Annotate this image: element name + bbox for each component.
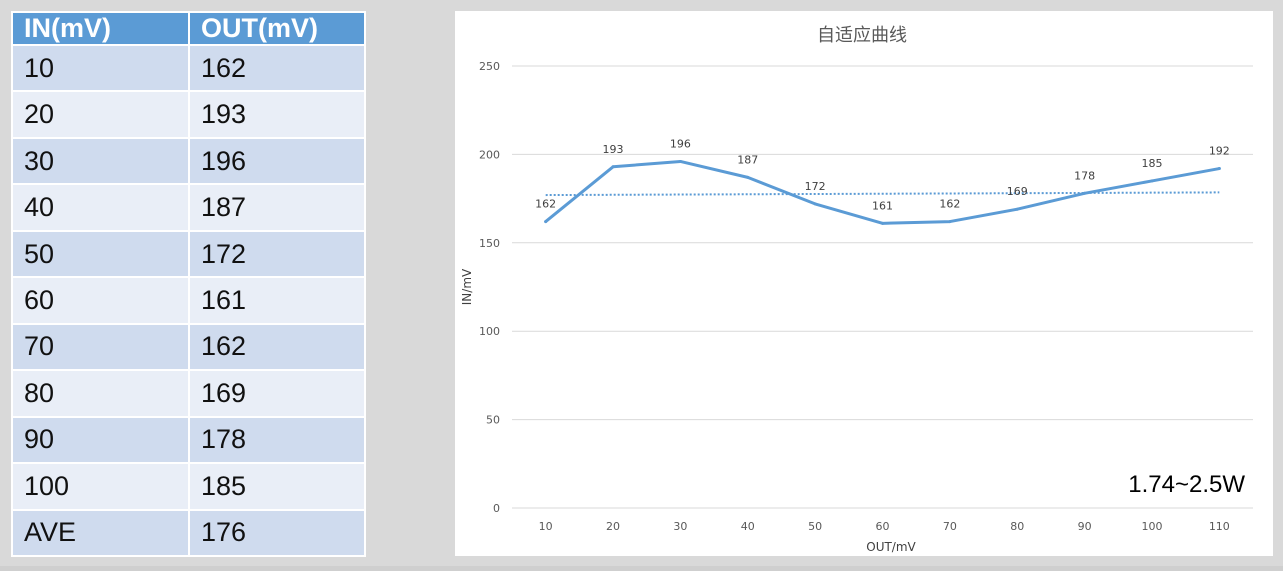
x-axis-label: OUT/mV: [866, 540, 916, 554]
out-cell: 193: [190, 92, 364, 137]
data-point: [678, 159, 682, 163]
in-cell: 70: [13, 324, 188, 370]
out-cell: 161: [190, 278, 364, 323]
power-annotation: 1.74~2.5W: [1128, 471, 1245, 498]
y-tick-label: 200: [479, 148, 500, 161]
in-cell: 90: [13, 417, 188, 463]
data-point: [1150, 179, 1154, 183]
y-tick-label: 50: [486, 414, 500, 427]
in-cell: AVE: [13, 510, 188, 555]
in-cell: 50: [13, 231, 188, 277]
line-chart: 自适应曲线 0 50 100 150 200 250 10 20 30 40 50 60 70 80 90…: [460, 25, 1253, 554]
data-point: [544, 220, 548, 224]
x-tick-label: 40: [741, 520, 755, 533]
table-row: AVE 176: [13, 510, 364, 555]
table-row: 80 169: [13, 371, 364, 416]
y-tick-label: 100: [479, 325, 500, 338]
x-tick-label: 60: [876, 520, 890, 533]
x-tick-label: 20: [606, 520, 620, 533]
bottom-edge: [0, 566, 1283, 571]
data-table-panel: IN(mV) OUT(mV) 10 162 20 193 30 196 40 187 50 172…: [11, 11, 366, 557]
data-table: IN(mV) OUT(mV) 10 162 20 193 30 196 40 187 50 172…: [11, 11, 366, 557]
data-point: [881, 221, 884, 225]
y-tick-label: 0: [493, 502, 500, 515]
in-cell: 30: [13, 138, 188, 184]
out-cell: 169: [190, 371, 364, 416]
x-tick-label: 100: [1141, 520, 1162, 533]
data-label: 185: [1141, 157, 1162, 170]
y-tick-label: 150: [479, 237, 500, 250]
data-point: [1015, 207, 1019, 211]
table-row: 30 196: [13, 138, 364, 184]
out-cell: 187: [190, 185, 364, 230]
data-label: 169: [1007, 185, 1028, 198]
data-point: [746, 175, 750, 179]
x-tick-label: 70: [943, 520, 957, 533]
out-cell: 185: [190, 464, 364, 509]
table-header-row: IN(mV) OUT(mV): [13, 13, 364, 44]
in-cell: 20: [13, 92, 188, 137]
table-row: 40 187: [13, 185, 364, 230]
data-label: 162: [939, 198, 960, 211]
out-cell: 172: [190, 231, 364, 277]
table-row: 20 193: [13, 92, 364, 137]
data-label: 192: [1209, 145, 1230, 158]
table-row: 10 162: [13, 46, 364, 91]
data-label: 196: [670, 137, 691, 150]
table-row: 60 161: [13, 278, 364, 323]
out-cell: 178: [190, 417, 364, 463]
y-axis-label: IN/mV: [460, 268, 474, 305]
in-cell: 40: [13, 185, 188, 230]
table-row: 100 185: [13, 464, 364, 509]
x-tick-label: 30: [673, 520, 687, 533]
table-row: 70 162: [13, 324, 364, 370]
data-label: 172: [805, 180, 826, 193]
x-tick-label: 110: [1209, 520, 1230, 533]
data-point: [1217, 167, 1221, 171]
header-in: IN(mV): [13, 13, 188, 44]
in-cell: 10: [13, 46, 188, 91]
in-cell: 80: [13, 371, 188, 416]
in-cell: 60: [13, 278, 188, 323]
in-cell: 100: [13, 464, 188, 509]
out-cell: 196: [190, 138, 364, 184]
data-point: [948, 220, 952, 224]
data-label: 187: [737, 153, 758, 166]
chart-title: 自适应曲线: [817, 25, 907, 46]
data-point: [611, 165, 615, 169]
out-cell: 162: [190, 324, 364, 370]
data-label: 161: [872, 199, 893, 212]
out-cell: 176: [190, 510, 364, 555]
chart-panel: 自适应曲线 0 50 100 150 200 250 10 20 30 40 50 60 70 80 90…: [455, 11, 1273, 556]
x-tick-label: 90: [1078, 520, 1092, 533]
data-label: 162: [535, 198, 556, 211]
data-label: 193: [603, 143, 624, 156]
trendline: [545, 191, 1220, 197]
x-tick-label: 10: [539, 520, 553, 533]
table-row: 50 172: [13, 231, 364, 277]
x-tick-label: 80: [1010, 520, 1024, 533]
out-cell: 162: [190, 46, 364, 91]
y-tick-label: 250: [479, 60, 500, 73]
data-label: 178: [1074, 169, 1095, 182]
header-out: OUT(mV): [190, 13, 364, 44]
data-point: [813, 202, 817, 206]
table-row: 90 178: [13, 417, 364, 463]
data-point: [1083, 191, 1087, 195]
x-tick-label: 50: [808, 520, 822, 533]
